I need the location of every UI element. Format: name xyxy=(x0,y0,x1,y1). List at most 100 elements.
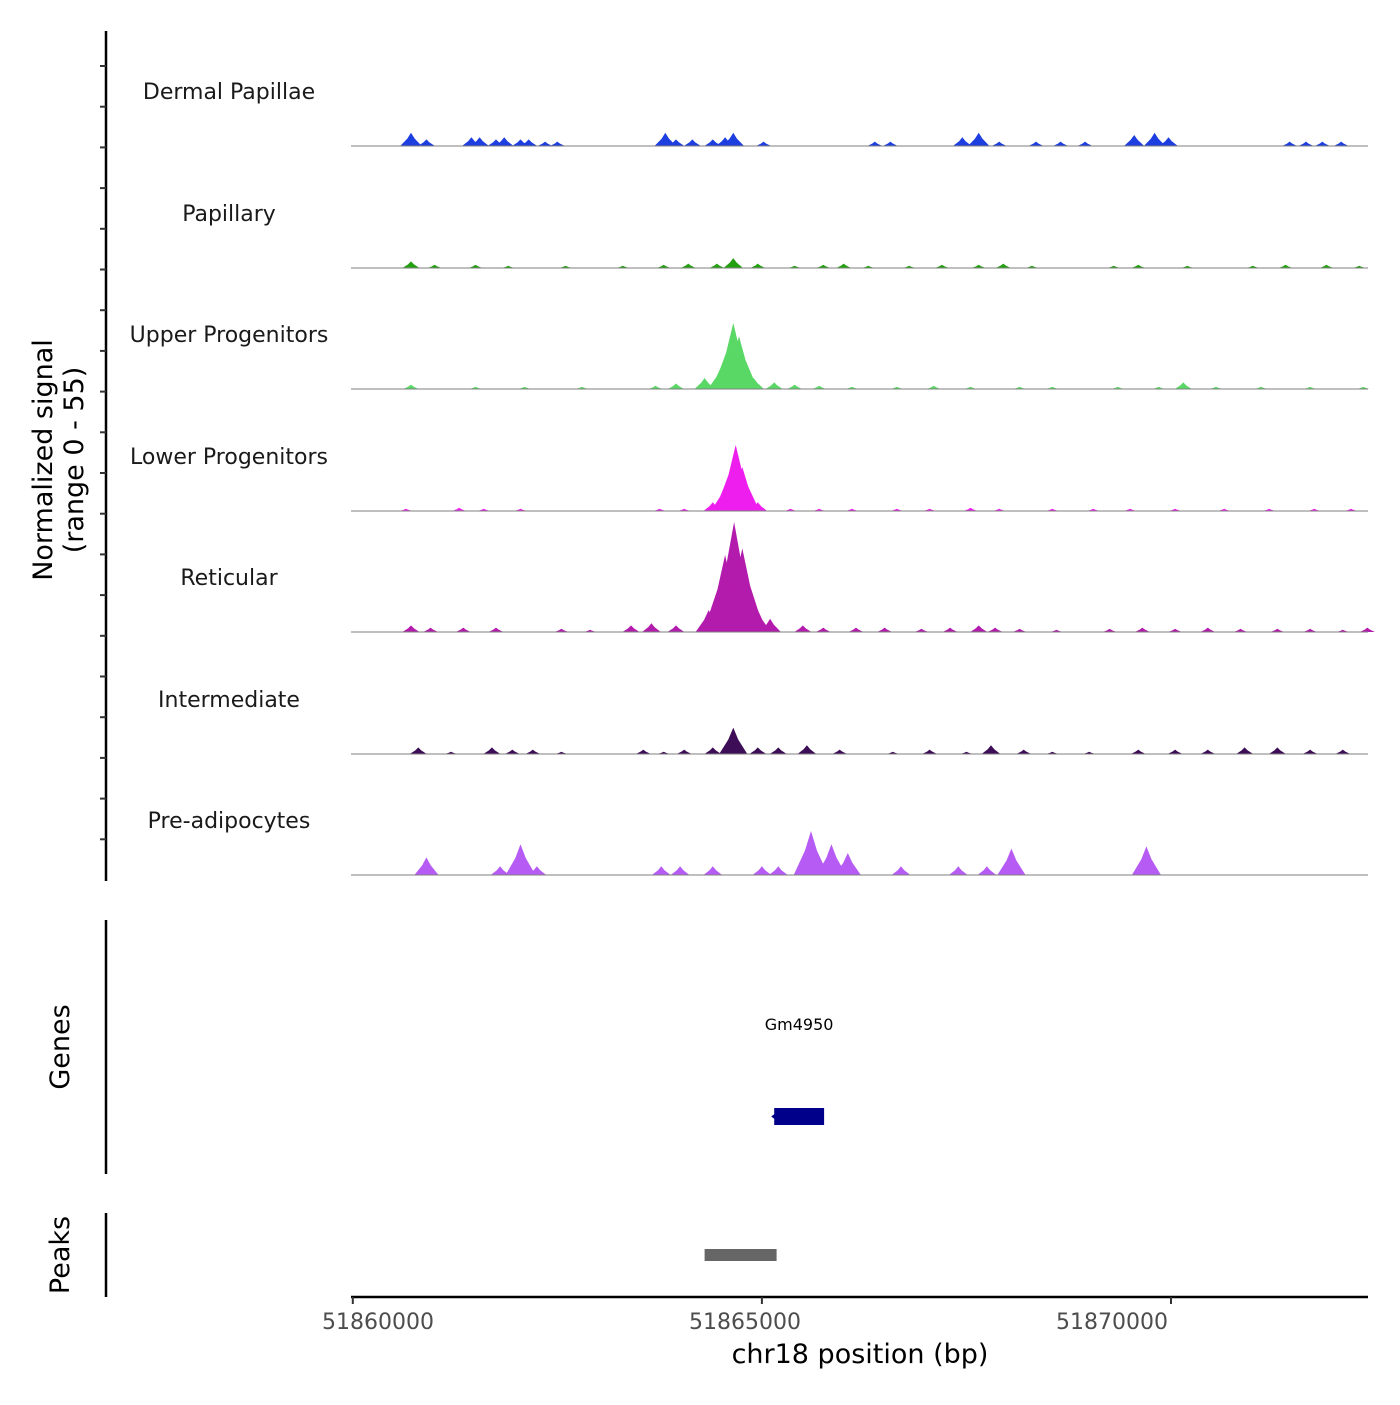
signal-peak xyxy=(514,508,527,511)
signal-peak xyxy=(654,132,677,146)
signal-peak xyxy=(494,137,514,146)
signal-peak xyxy=(549,141,565,146)
signal-peak xyxy=(1333,141,1349,146)
signal-peak xyxy=(744,610,771,632)
signal-peak xyxy=(399,508,413,511)
signal-peak xyxy=(402,261,420,268)
signal-peak xyxy=(635,749,651,754)
signal-peak xyxy=(793,831,829,875)
signal-peak xyxy=(667,625,685,632)
signal-peak xyxy=(527,866,547,875)
signal-peak xyxy=(525,749,541,754)
y-axis-label-line1: Normalized signal xyxy=(28,339,59,581)
signal-peak xyxy=(1167,749,1183,754)
signal-peak xyxy=(455,627,471,632)
signal-peak xyxy=(724,467,760,511)
x-axis-ticks xyxy=(351,1297,1172,1304)
signal-peak xyxy=(583,629,597,632)
signal-peak xyxy=(1303,386,1317,389)
signal-peak xyxy=(1298,141,1314,146)
signal-peak xyxy=(502,265,515,268)
signal-peak xyxy=(520,139,538,146)
signal-peak xyxy=(935,264,949,268)
signal-peak xyxy=(1168,508,1182,511)
signal-peak xyxy=(1053,141,1069,146)
signal-peak xyxy=(423,627,439,632)
signal-peak xyxy=(815,627,831,632)
signal-peak xyxy=(1025,265,1039,268)
signal-peak xyxy=(813,508,826,511)
signal-peak xyxy=(1130,749,1146,754)
peaks-panel-label: Peaks xyxy=(45,1216,76,1294)
signal-peak xyxy=(683,139,701,146)
coverage-y-ticks xyxy=(100,65,106,841)
genes-track: Gm4950 xyxy=(765,1015,834,1125)
signal-peak xyxy=(1282,141,1298,146)
track-intermediate xyxy=(351,727,1368,755)
signal-peak xyxy=(1200,627,1216,632)
signal-peak xyxy=(722,132,745,146)
signal-peak xyxy=(704,139,722,146)
signal-peak xyxy=(1254,386,1268,389)
signal-peak xyxy=(749,747,767,754)
signal-peak xyxy=(877,627,893,632)
signal-peak xyxy=(490,866,510,875)
signal-peak xyxy=(402,625,420,632)
y-axis-label-line2: (range 0 - 55) xyxy=(59,367,90,554)
signal-peak xyxy=(765,382,783,389)
signal-peak xyxy=(997,848,1026,875)
signal-peak xyxy=(748,502,768,511)
signal-peak xyxy=(845,386,859,389)
signal-peak xyxy=(922,749,938,754)
signal-peak xyxy=(867,141,883,146)
signal-peak xyxy=(1123,508,1137,511)
signal-peak xyxy=(1336,629,1349,632)
peaks-track xyxy=(704,1249,777,1261)
gene-label: Gm4950 xyxy=(765,1015,834,1034)
signal-peak xyxy=(890,508,904,511)
signal-peak xyxy=(537,141,553,146)
x-tick-label-51860000: 51860000 xyxy=(322,1310,434,1335)
signal-peak xyxy=(1124,135,1145,146)
signal-peak xyxy=(769,747,787,754)
signal-peak xyxy=(964,386,977,389)
signal-peak xyxy=(470,137,489,146)
signal-peak xyxy=(1131,846,1161,875)
signal-peak xyxy=(678,508,691,511)
signal-peak xyxy=(1218,508,1231,511)
signal-peak xyxy=(653,508,666,511)
signal-peak xyxy=(670,866,690,875)
x-axis-title: chr18 position (bp) xyxy=(732,1339,989,1370)
signal-peak xyxy=(797,745,817,754)
signal-peak xyxy=(1111,386,1124,389)
signal-peak xyxy=(719,548,765,632)
track-label-reticular: Reticular xyxy=(180,566,278,591)
signal-peak xyxy=(787,384,803,389)
signal-peak xyxy=(622,625,640,632)
signal-peak xyxy=(414,857,439,875)
signal-peak xyxy=(1270,628,1285,632)
signal-peak xyxy=(756,141,772,146)
signal-peak xyxy=(981,745,1001,754)
track-pre-adipocytes xyxy=(351,831,1368,876)
signal-peak xyxy=(743,378,764,389)
signal-peak xyxy=(720,336,758,389)
signal-peak xyxy=(903,265,916,268)
signal-peak xyxy=(1083,751,1096,754)
track-reticular xyxy=(351,522,1375,633)
signal-peak xyxy=(971,264,986,268)
signal-peak xyxy=(1335,749,1351,754)
signal-peak xyxy=(417,139,435,146)
x-tick-label-51865000: 51865000 xyxy=(689,1310,801,1335)
x-tick-label-51870000: 51870000 xyxy=(1056,1310,1168,1335)
signal-peak xyxy=(694,378,715,389)
signal-peak xyxy=(845,508,859,511)
signal-peak xyxy=(452,507,467,511)
signal-peak xyxy=(926,385,941,389)
signal-peak xyxy=(667,383,684,389)
signal-peak xyxy=(1314,141,1330,146)
signal-peak xyxy=(575,386,589,389)
track-dermal-papillae xyxy=(351,132,1368,147)
signal-peak xyxy=(977,866,997,875)
signal-peak xyxy=(1016,749,1032,754)
